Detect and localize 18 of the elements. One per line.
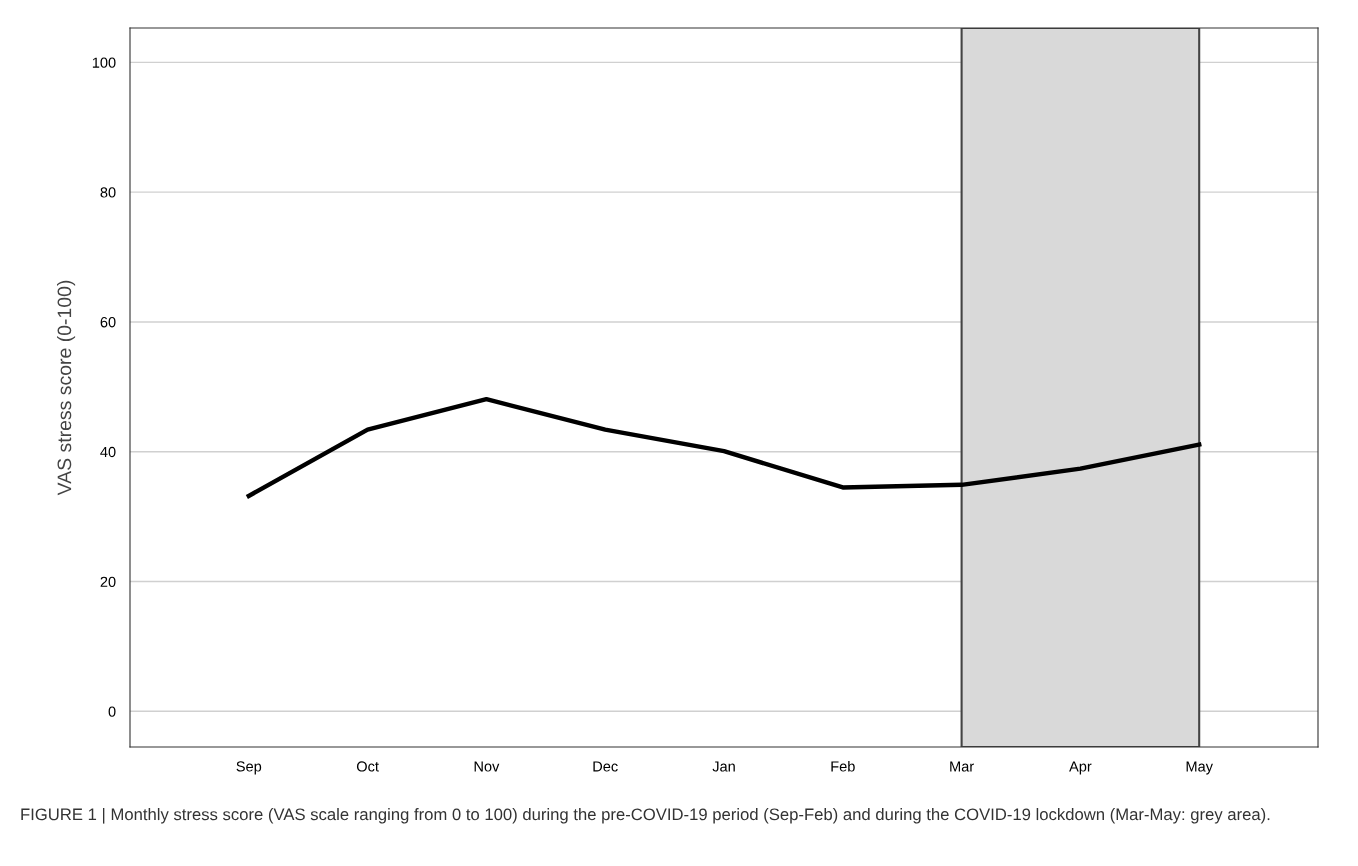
y-tick-label: 0: [108, 706, 116, 717]
x-tick-label: Sep: [236, 761, 262, 775]
x-tick-label: Jan: [712, 761, 735, 772]
x-tick-label: Mar: [950, 761, 974, 772]
x-tick-label: Apr: [1069, 761, 1092, 775]
y-tick-label: 60: [100, 317, 116, 328]
x-tick-label: Nov: [474, 761, 500, 772]
y-tick-label: 20: [100, 576, 116, 587]
y-axis-title: VAS stress score (0-100): [56, 280, 76, 496]
y-tick-label: 100: [92, 57, 116, 68]
x-tick-label: May: [1186, 761, 1213, 775]
x-tick-label: Dec: [593, 761, 618, 772]
x-tick-label: Oct: [356, 761, 379, 772]
y-tick-label: 40: [100, 446, 116, 458]
line-series: [246, 396, 1202, 499]
caption: FIGURE 1 | Monthly stress score (VAS scale ranging from 0 to 100) during the pre-COVID-19 period (Sep-Feb) and during the COVID-19 lockdown (Mar-May: grey area).: [21, 808, 1270, 824]
y-tick-label: 80: [100, 187, 116, 198]
x-tick-label: Feb: [831, 760, 855, 772]
